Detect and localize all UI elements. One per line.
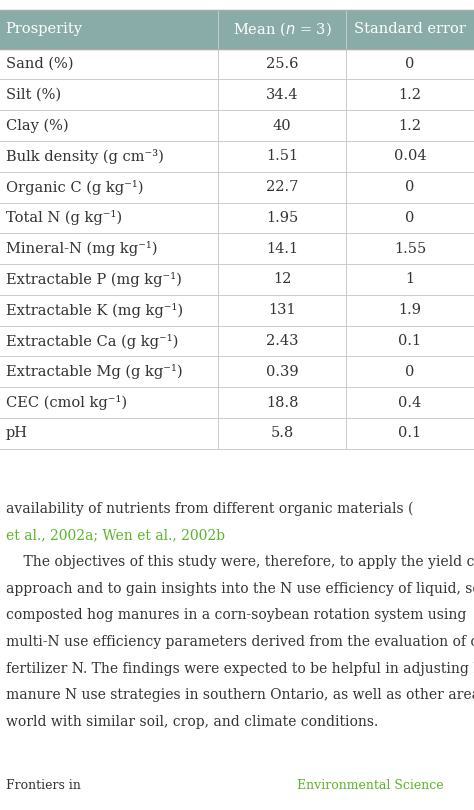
Text: Environmental Science: Environmental Science xyxy=(297,779,444,792)
Bar xyxy=(0,10,474,49)
Text: Extractable K (mg kg⁻¹): Extractable K (mg kg⁻¹) xyxy=(6,303,183,318)
Text: availability of nutrients from different organic materials (: availability of nutrients from different… xyxy=(6,501,413,516)
Text: approach and to gain insights into the N use efficiency of liquid, solid, a: approach and to gain insights into the N… xyxy=(6,582,474,595)
Text: 1.9: 1.9 xyxy=(399,303,421,318)
Text: 5.8: 5.8 xyxy=(270,426,294,441)
Text: Clay (%): Clay (%) xyxy=(6,118,68,133)
Text: 1.51: 1.51 xyxy=(266,149,298,164)
Text: multi-N use efficiency parameters derived from the evaluation of chem: multi-N use efficiency parameters derive… xyxy=(6,635,474,649)
Text: 1.55: 1.55 xyxy=(394,241,426,256)
Text: 0.04: 0.04 xyxy=(394,149,426,164)
Text: 0.4: 0.4 xyxy=(398,395,422,410)
Text: Extractable Mg (g kg⁻¹): Extractable Mg (g kg⁻¹) xyxy=(6,364,182,379)
Text: 14.1: 14.1 xyxy=(266,241,298,256)
Text: Frontiers in: Frontiers in xyxy=(6,779,84,792)
Text: Prosperity: Prosperity xyxy=(6,22,82,36)
Text: Extractable P (mg kg⁻¹): Extractable P (mg kg⁻¹) xyxy=(6,272,182,287)
Text: 0.39: 0.39 xyxy=(266,364,298,379)
Text: Sand (%): Sand (%) xyxy=(6,57,73,71)
Text: 0: 0 xyxy=(405,211,415,225)
Text: 131: 131 xyxy=(268,303,296,318)
Text: Silt (%): Silt (%) xyxy=(6,87,61,102)
Text: Mineral-N (mg kg⁻¹): Mineral-N (mg kg⁻¹) xyxy=(6,241,157,256)
Text: 0.1: 0.1 xyxy=(399,334,421,348)
Text: 2.43: 2.43 xyxy=(266,334,298,348)
Text: 1.2: 1.2 xyxy=(399,87,421,102)
Text: CEC (cmol kg⁻¹): CEC (cmol kg⁻¹) xyxy=(6,395,127,410)
Text: 0: 0 xyxy=(405,364,415,379)
Text: 0: 0 xyxy=(405,180,415,194)
Text: 1.2: 1.2 xyxy=(399,118,421,133)
Text: fertilizer N. The findings were expected to be helpful in adjusting h: fertilizer N. The findings were expected… xyxy=(6,662,474,676)
Text: 22.7: 22.7 xyxy=(266,180,298,194)
Text: 40: 40 xyxy=(273,118,292,133)
Text: Mean ($\mathit{n}$ = 3): Mean ($\mathit{n}$ = 3) xyxy=(233,20,331,38)
Text: 0.1: 0.1 xyxy=(399,426,421,441)
Text: world with similar soil, crop, and climate conditions.: world with similar soil, crop, and clima… xyxy=(6,715,378,729)
Text: pH: pH xyxy=(6,426,27,441)
Text: 0: 0 xyxy=(405,57,415,71)
Text: Bulk density (g cm⁻³): Bulk density (g cm⁻³) xyxy=(6,149,164,164)
Text: Total N (g kg⁻¹): Total N (g kg⁻¹) xyxy=(6,211,122,225)
Text: et al., 2002a; Wen et al., 2002b: et al., 2002a; Wen et al., 2002b xyxy=(6,528,225,542)
Text: Standard error: Standard error xyxy=(354,22,466,36)
Text: 18.8: 18.8 xyxy=(266,395,298,410)
Text: 34.4: 34.4 xyxy=(266,87,298,102)
Text: The objectives of this study were, therefore, to apply the yield con: The objectives of this study were, there… xyxy=(6,555,474,569)
Text: 25.6: 25.6 xyxy=(266,57,298,71)
Text: 1.95: 1.95 xyxy=(266,211,298,225)
Text: 1: 1 xyxy=(405,272,415,287)
Text: manure N use strategies in southern Ontario, as well as other areas in: manure N use strategies in southern Onta… xyxy=(6,688,474,702)
Text: Organic C (g kg⁻¹): Organic C (g kg⁻¹) xyxy=(6,180,143,194)
Text: composted hog manures in a corn-soybean rotation system using: composted hog manures in a corn-soybean … xyxy=(6,608,466,622)
Text: 12: 12 xyxy=(273,272,291,287)
Text: Extractable Ca (g kg⁻¹): Extractable Ca (g kg⁻¹) xyxy=(6,334,178,348)
